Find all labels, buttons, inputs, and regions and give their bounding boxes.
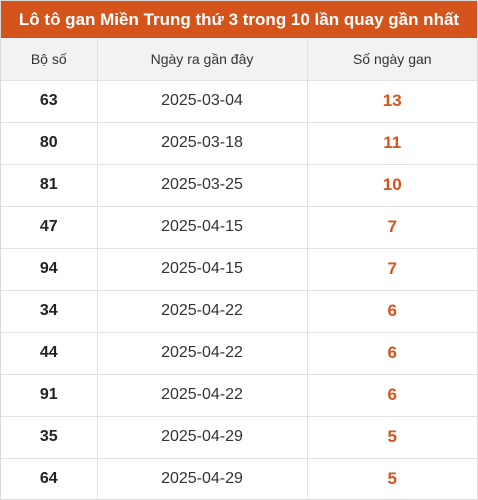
cell-days: 13 — [307, 80, 477, 123]
cell-days: 6 — [307, 332, 477, 375]
cell-number: 47 — [1, 206, 98, 249]
cell-date: 2025-04-15 — [97, 248, 308, 291]
cell-number: 81 — [1, 164, 98, 207]
cell-date: 2025-04-22 — [97, 332, 308, 375]
cell-date: 2025-04-22 — [97, 290, 308, 333]
table-header-row: Bộ số Ngày ra gần đây Số ngày gan — [1, 38, 477, 81]
cell-days: 6 — [307, 290, 477, 333]
cell-number: 80 — [1, 122, 98, 165]
column-header-days: Số ngày gan — [307, 38, 477, 81]
lo-gan-table: Bộ số Ngày ra gần đây Số ngày gan 63 202… — [1, 38, 477, 500]
widget-title: Lô tô gan Miền Trung thứ 3 trong 10 lần … — [1, 1, 477, 38]
cell-number: 44 — [1, 332, 98, 375]
table-row: 80 2025-03-18 11 — [1, 122, 477, 165]
cell-days: 6 — [307, 374, 477, 417]
column-header-number: Bộ số — [1, 38, 98, 81]
cell-days: 5 — [307, 416, 477, 459]
cell-date: 2025-04-15 — [97, 206, 308, 249]
cell-date: 2025-03-18 — [97, 122, 308, 165]
cell-days: 7 — [307, 248, 477, 291]
cell-number: 91 — [1, 374, 98, 417]
table-row: 35 2025-04-29 5 — [1, 416, 477, 459]
cell-number: 94 — [1, 248, 98, 291]
table-row: 94 2025-04-15 7 — [1, 248, 477, 291]
cell-date: 2025-04-29 — [97, 416, 308, 459]
cell-days: 11 — [307, 122, 477, 165]
table-row: 34 2025-04-22 6 — [1, 290, 477, 333]
cell-number: 35 — [1, 416, 98, 459]
cell-date: 2025-03-25 — [97, 164, 308, 207]
cell-number: 64 — [1, 458, 98, 500]
table-row: 63 2025-03-04 13 — [1, 80, 477, 123]
table-row: 91 2025-04-22 6 — [1, 374, 477, 417]
table-row: 47 2025-04-15 7 — [1, 206, 477, 249]
table-row: 44 2025-04-22 6 — [1, 332, 477, 375]
cell-days: 5 — [387, 469, 397, 489]
column-header-date: Ngày ra gần đây — [97, 38, 308, 81]
cell-days: 10 — [307, 164, 477, 207]
table-row: 81 2025-03-25 10 — [1, 164, 477, 207]
cell-date: 2025-03-04 — [97, 80, 308, 123]
table-row: 64 2025-04-29 5 — [1, 458, 477, 500]
cell-days: 7 — [307, 206, 477, 249]
cell-number: 63 — [1, 80, 98, 123]
cell-number: 34 — [1, 290, 98, 333]
cell-date: 2025-04-29 — [97, 458, 308, 500]
cell-date: 2025-04-22 — [97, 374, 308, 417]
